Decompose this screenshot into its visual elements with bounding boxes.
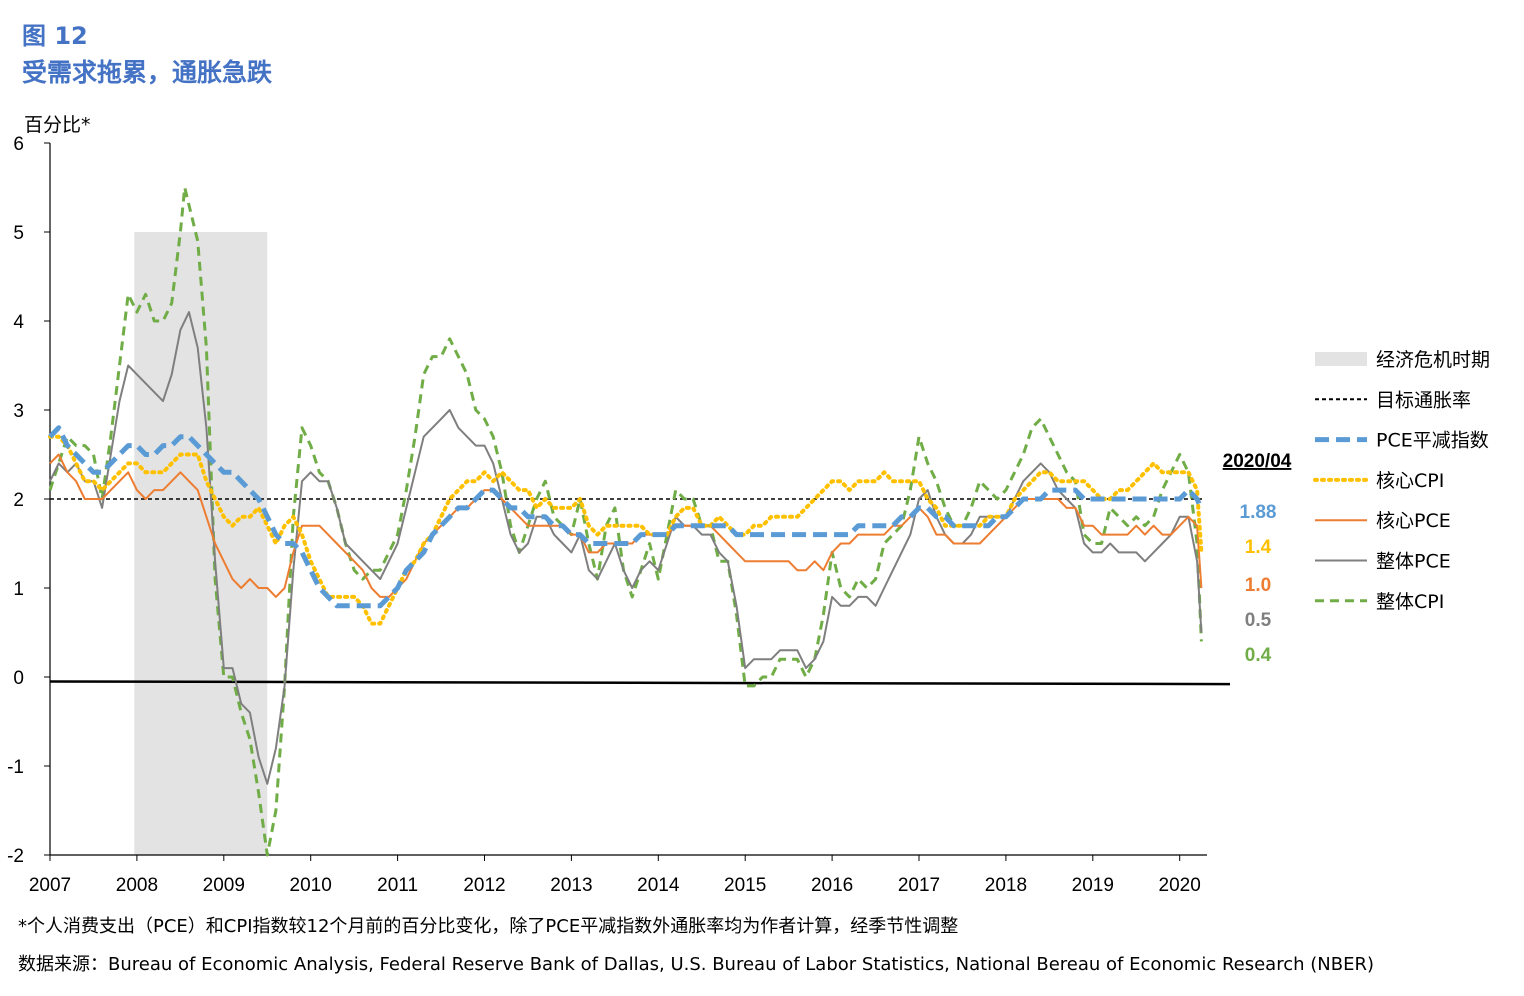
y-tick-label: 6 (13, 134, 24, 155)
data-source: 数据来源：Bureau of Economic Analysis, Federa… (18, 954, 1374, 975)
chart-title: 受需求拖累，通胀急跌 (22, 58, 273, 87)
end-value-labels: 2020/04 1.88 1.4 1.0 0.5 0.4 (1223, 451, 1292, 666)
y-tick-label: 1 (13, 579, 24, 600)
x-tick-label: 2007 (29, 875, 71, 896)
legend-label: 核心PCE (1376, 510, 1451, 532)
x-tick-label: 2017 (898, 875, 940, 896)
legend-label: PCE平减指数 (1376, 430, 1489, 452)
x-tick-label: 2013 (550, 875, 592, 896)
series-line-3 (48, 434, 1204, 626)
legend-label: 整体PCE (1376, 551, 1451, 573)
end-value-label: 0.4 (1245, 645, 1272, 666)
x-tick-label: 2012 (463, 875, 505, 896)
y-tick-label: -2 (7, 846, 24, 867)
series-lines-layer (48, 186, 1204, 857)
x-tick-label: 2014 (637, 875, 680, 896)
x-tick-label: 2008 (116, 875, 158, 896)
end-value-label: 1.4 (1245, 537, 1272, 558)
legend-label: 核心CPI (1376, 470, 1444, 492)
zero-baseline (49, 680, 1231, 686)
y-tick-label: 4 (13, 312, 24, 333)
end-value-label: 0.5 (1245, 610, 1272, 631)
y-tick-label: 3 (13, 401, 24, 422)
x-tick-label: 2011 (377, 875, 418, 896)
recession-band-layer (134, 232, 268, 855)
x-tick-label: 2018 (985, 875, 1027, 896)
y-tick-label: 2 (13, 490, 24, 511)
y-tick-label: 0 (13, 668, 24, 689)
legend-label: 经济危机时期 (1376, 349, 1490, 371)
legend-label: 目标通胀率 (1376, 389, 1471, 411)
figure-number: 图 12 (22, 22, 88, 50)
y-tick-label: -1 (7, 757, 24, 778)
end-value-label: 1.88 (1240, 502, 1277, 523)
footnote: *个人消费支出（PCE）和CPI指数较12个月前的百分比变化，除了PCE平减指数… (18, 916, 959, 937)
x-tick-label: 2020 (1159, 875, 1201, 896)
x-tick-label: 2010 (290, 875, 332, 896)
end-date-label: 2020/04 (1223, 451, 1292, 472)
y-axis-unit-label: 百分比* (24, 114, 91, 136)
legend-label: 整体CPI (1376, 591, 1444, 613)
x-tick-label: 2019 (1072, 875, 1114, 896)
x-tick-label: 2009 (203, 875, 245, 896)
end-value-label: 1.0 (1245, 575, 1271, 596)
y-tick-label: 5 (13, 223, 24, 244)
series-line-0 (48, 186, 1203, 857)
x-tick-label: 2016 (811, 875, 853, 896)
series-line-4 (48, 425, 1204, 609)
legend-swatch-recession (1315, 352, 1367, 366)
recession-band (134, 232, 268, 855)
x-tick-label: 2015 (724, 875, 766, 896)
